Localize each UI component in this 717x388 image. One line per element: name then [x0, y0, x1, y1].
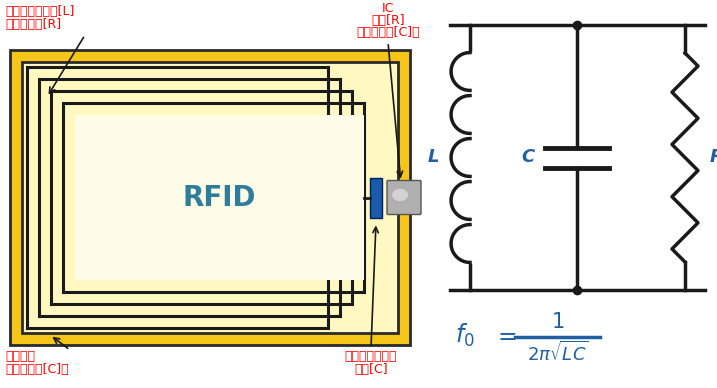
- Text: $2\pi\sqrt{LC}$: $2\pi\sqrt{LC}$: [526, 341, 589, 365]
- Text: IC: IC: [382, 2, 394, 15]
- Bar: [27, 67, 328, 328]
- Text: L: L: [427, 149, 439, 166]
- Text: $1$: $1$: [551, 312, 564, 332]
- Bar: [63, 103, 364, 292]
- Text: （寄生电容[C]）: （寄生电容[C]）: [5, 363, 69, 376]
- Text: 外部片状电容器: 外部片状电容器: [345, 350, 397, 363]
- Text: 电容[C]: 电容[C]: [354, 363, 388, 376]
- Bar: [10, 50, 410, 345]
- FancyBboxPatch shape: [387, 180, 421, 215]
- Bar: [22, 62, 398, 333]
- Text: 电阱[R]: 电阱[R]: [371, 14, 405, 27]
- Bar: [39, 79, 340, 316]
- Text: （内置电容[C]）: （内置电容[C]）: [356, 26, 420, 39]
- Text: $f_0$: $f_0$: [455, 321, 475, 348]
- Text: $=$: $=$: [493, 323, 517, 347]
- Ellipse shape: [392, 189, 408, 201]
- Text: C: C: [522, 149, 535, 166]
- Text: 寄生电阱＼[R]: 寄生电阱＼[R]: [5, 18, 61, 31]
- Bar: [51, 91, 352, 304]
- Text: 环路天线电感器[L]: 环路天线电感器[L]: [5, 5, 75, 18]
- Text: R: R: [710, 149, 717, 166]
- Text: RFID: RFID: [183, 184, 256, 211]
- Bar: [370, 177, 382, 218]
- Text: 卡片材料: 卡片材料: [5, 350, 35, 363]
- Bar: [75, 115, 364, 280]
